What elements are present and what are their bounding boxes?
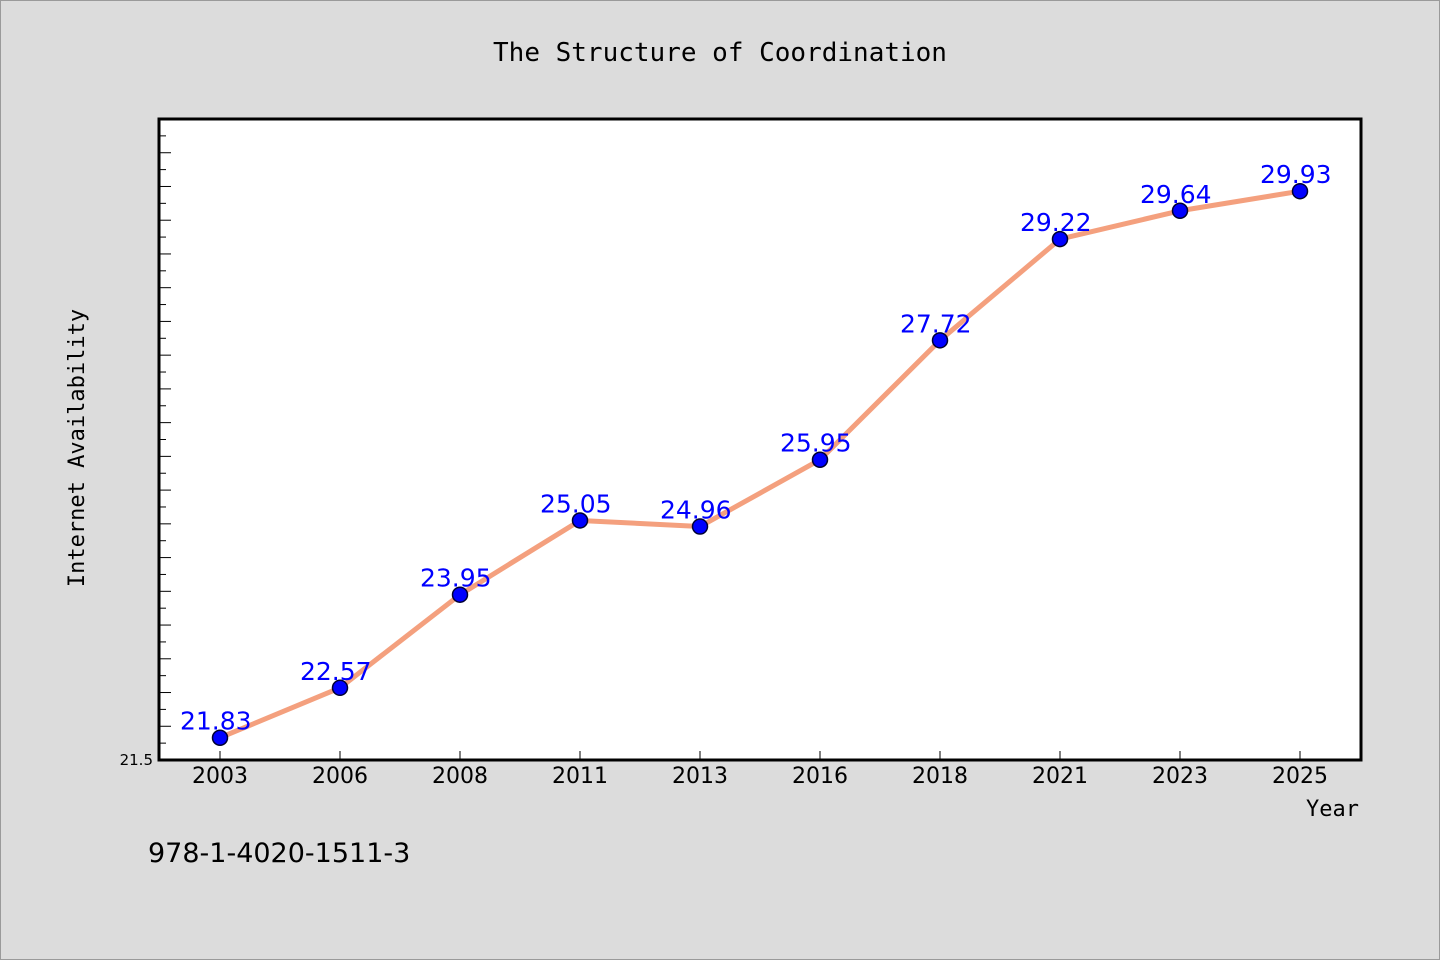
x-tick-label: 2013 — [672, 764, 728, 789]
data-labels: 21.83 22.57 23.95 25.05 24.96 25.95 27.72 29.22… — [180, 160, 1332, 736]
chart-title: The Structure of Coordination — [493, 38, 947, 68]
data-point — [1291, 182, 1309, 200]
data-label: 22.57 — [300, 657, 372, 686]
series-line-group — [217, 188, 1303, 741]
data-label: 21.83 — [180, 707, 252, 736]
data-point — [1051, 230, 1069, 248]
plot-area — [157, 117, 1363, 762]
series-markers — [211, 182, 1309, 746]
data-label: 29.93 — [1260, 160, 1332, 189]
x-tick-label: 2006 — [312, 764, 368, 789]
data-label: 24.96 — [660, 496, 732, 525]
x-tick-label: 2011 — [552, 764, 608, 789]
series-line — [217, 188, 1303, 741]
data-point — [571, 512, 589, 529]
x-tick-label: 2003 — [192, 764, 248, 789]
data-label: 29.64 — [1140, 180, 1212, 209]
footer-isbn: 978-1-4020-1511-3 — [148, 838, 410, 869]
data-point — [451, 586, 469, 603]
data-label: 29.22 — [1020, 208, 1092, 237]
x-tick-label: 2023 — [1152, 764, 1208, 789]
x-tick-label: 2008 — [432, 764, 488, 789]
data-point — [1171, 202, 1189, 220]
x-axis-title: Year — [1306, 797, 1359, 822]
x-tick-label: 2016 — [792, 764, 848, 789]
data-point — [811, 451, 829, 468]
x-tick-label: 2021 — [1032, 764, 1088, 789]
data-label: 25.95 — [780, 429, 852, 458]
data-point — [691, 518, 709, 535]
x-tick-label: 2025 — [1272, 764, 1328, 789]
x-tick-label: 2018 — [912, 764, 968, 789]
y-axis-title: Internet Availability — [65, 309, 90, 587]
data-point — [931, 332, 949, 349]
data-point — [211, 729, 229, 746]
data-label: 27.72 — [900, 309, 972, 338]
data-label: 25.05 — [540, 489, 612, 518]
x-axis-ticks: 2003 2006 2008 2011 2013 2016 2018 2021 2023 2025 — [192, 751, 1328, 789]
data-label: 23.95 — [420, 564, 492, 593]
y-tick-label: 21.5 — [120, 751, 153, 769]
y-axis-ticks: 21.5 — [120, 135, 171, 769]
data-point — [331, 679, 349, 697]
